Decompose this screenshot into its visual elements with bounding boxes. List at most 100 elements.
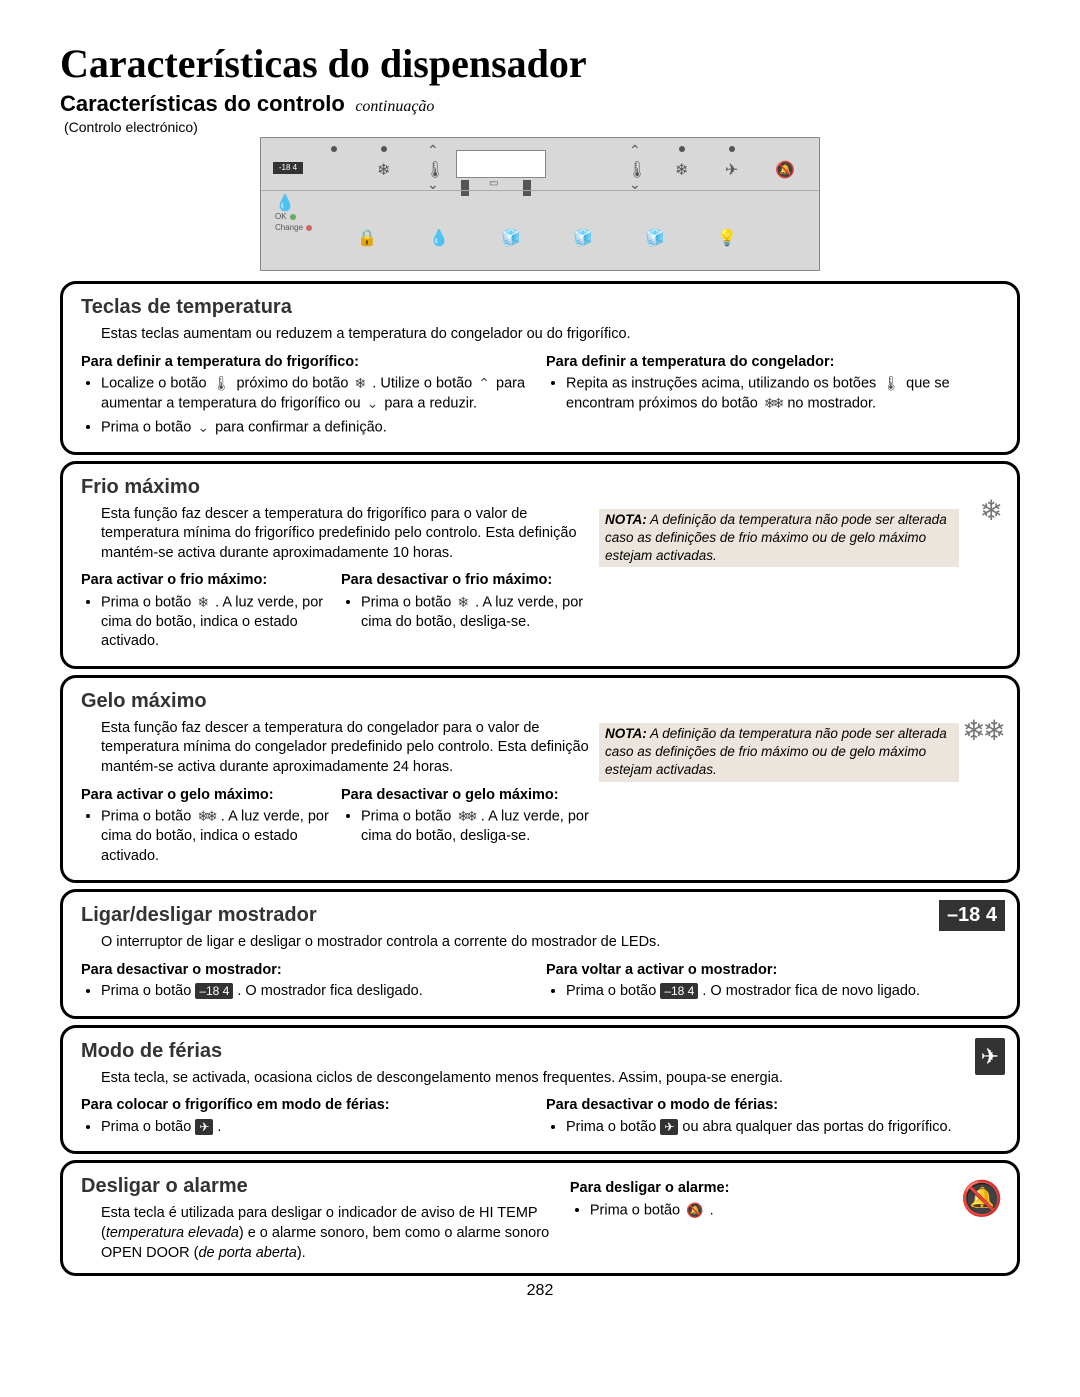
sub-heading: Para activar o frio máximo: [81,571,329,591]
page-number: 282 [60,1282,1020,1300]
indicator-dot [729,146,735,152]
instruction-item: Localize o botão próximo do botão . Util… [101,374,534,414]
chevron-up-icon: ⌃ [629,142,641,159]
section-alarm-off: Desligar o alarme Esta tecla é utilizada… [60,1160,1020,1276]
ice-icon: 🧊 [573,228,593,248]
col-activate: Para colocar o frigorífico em modo de fé… [81,1094,534,1141]
display-button-icon: –18 4 [195,983,233,999]
vacation-icon [660,1119,678,1135]
instruction-item: Prima o botão . [590,1201,999,1221]
double-snowflake-icon [195,807,216,826]
vacation-icon [975,1036,1005,1075]
instruction-list: Prima o botão . [570,1201,999,1221]
section-vacation-mode: Modo de férias Esta tecla, se activada, … [60,1025,1020,1155]
section-display-toggle: –18 4 Ligar/desligar mostrador O interru… [60,889,1020,1019]
indicator-dot [381,146,387,152]
lock-icon: 🔒 [357,228,377,248]
instruction-item: Prima o botão . A luz verde, por cima do… [361,807,589,846]
instruction-list: Prima o botão . A luz verde, por cima do… [341,593,589,632]
status-change: Change [275,223,303,232]
display-button-icon: –18 4 [660,983,698,999]
instruction-item: Prima o botão . A luz verde, por cima do… [101,807,329,866]
sub-heading: Para desactivar o gelo máximo: [341,786,589,806]
section-intro: Esta tecla, se activada, ocasiona ciclos… [101,1069,999,1089]
section-title: Desligar o alarme [81,1173,558,1200]
note-box: NOTA: A definição da temperatura não pod… [599,723,959,782]
col-deactivate: Para desactivar o frio máximo: Prima o b… [341,569,589,656]
panel-mini-display: -18 4 [273,162,303,174]
instruction-list: Localize o botão próximo do botão . Util… [81,374,534,438]
panel-caption: (Controlo electrónico) [64,119,1020,135]
col-activate: Para activar o frio máximo: Prima o botã… [81,569,329,656]
note-text: A definição da temperatura não pode ser … [605,512,947,563]
chevron-up-icon [476,374,492,393]
vacation-icon [195,1119,213,1135]
section-max-cool: Frio máximo NOTA: A definição da tempera… [60,461,1020,669]
section-title: Ligar/desligar mostrador [81,902,999,929]
instruction-item: Prima o botão . A luz verde, por cima do… [101,593,329,652]
sub-heading: Para definir a temperatura do frigorífic… [81,353,534,373]
ice-icon: 🧊 [501,228,521,248]
section-title: Frio máximo [81,474,999,501]
subtitle-line: Características do controlo continuação [60,91,1020,117]
instruction-list: Prima o botão . A luz verde, por cima do… [81,593,329,652]
alarm-off-icon [959,1177,1005,1223]
indicator-dot [679,146,685,152]
double-snowflake-icon [960,712,1005,750]
instruction-item: Prima o botão . A luz verde, por cima do… [361,593,589,632]
note-box: NOTA: A definição da temperatura não pod… [599,509,959,568]
chevron-down-icon [195,418,211,437]
snowflake-icon: ❄ [675,160,688,180]
subtitle-continuation: continuação [355,98,434,115]
sub-heading: Para definir a temperatura do congelador… [546,353,999,373]
section-max-ice: Gelo máximo NOTA: A definição da tempera… [60,675,1020,883]
snowflake-icon: ❄ [377,160,390,180]
vacation-icon: ✈ [725,160,738,180]
panel-status-labels: 💧 OK Change [275,198,312,233]
alarm-off-icon: 🔕 [775,160,795,180]
alarm-off-icon [684,1201,705,1220]
sub-heading: Para desactivar o mostrador: [81,961,534,981]
snowflake-icon [353,374,369,393]
instruction-item: Prima o botão para confirmar a definição… [101,418,534,438]
section-intro: O interruptor de ligar e desligar o most… [101,933,999,953]
control-panel-graphic: -18 4 ⌃ ❄ 🌡 ⌄ ▭ ⌃ 🌡 ⌄ ❄ ✈ 🔕 💧 OK Change … [260,137,820,271]
section-title: Modo de férias [81,1038,999,1065]
instruction-item: Repita as instruções acima, utilizando o… [566,374,999,414]
led-icon [290,214,296,220]
led-icon [306,225,312,231]
section-title: Teclas de temperatura [81,294,999,321]
instruction-item: Prima o botão –18 4 . O mostrador fica d… [101,982,534,1002]
snowflake-icon [195,593,211,612]
note-text: A definição da temperatura não pode ser … [605,726,947,777]
instruction-list: Prima o botão –18 4 . O mostrador fica d… [546,982,999,1002]
filter-icon: 💧 [275,195,295,212]
intro-text: ). [297,1245,306,1261]
note-label: NOTA: [605,726,647,741]
col-fridge-temp: Para definir a temperatura do frigorífic… [81,351,534,442]
section-intro: Estas teclas aumentam ou reduzem a tempe… [101,325,999,345]
subtitle: Características do controlo [60,91,345,116]
sub-heading: Para desactivar o modo de férias: [546,1096,999,1116]
section-title: Gelo máximo [81,688,999,715]
double-snowflake-icon [455,807,476,826]
sub-heading: Para activar o gelo máximo: [81,786,329,806]
col-reactivate: Para voltar a activar o mostrador: Prima… [546,959,999,1006]
instruction-item: Prima o botão ou abra qualquer das porta… [566,1118,999,1138]
note-label: NOTA: [605,512,647,527]
panel-separator [261,190,819,191]
col-alarm-off: Para desligar o alarme: Prima o botão . [570,1171,999,1263]
col-deactivate: Para desactivar o mostrador: Prima o bot… [81,959,534,1006]
instruction-list: Prima o botão –18 4 . O mostrador fica d… [81,982,534,1002]
instruction-item: Prima o botão . [101,1118,534,1138]
sub-heading: Para desactivar o frio máximo: [341,571,589,591]
display-value-icon: –18 4 [939,900,1005,931]
page-title: Características do dispensador [60,40,1020,87]
thermometer-icon [880,374,902,393]
instruction-list: Prima o botão . A luz verde, por cima do… [81,807,329,866]
bar-icon [461,180,469,196]
instruction-item: Prima o botão –18 4 . O mostrador fica d… [566,982,999,1002]
bar-icon [523,180,531,196]
intro-em: de porta aberta [198,1245,296,1261]
double-snowflake-icon [762,394,783,413]
